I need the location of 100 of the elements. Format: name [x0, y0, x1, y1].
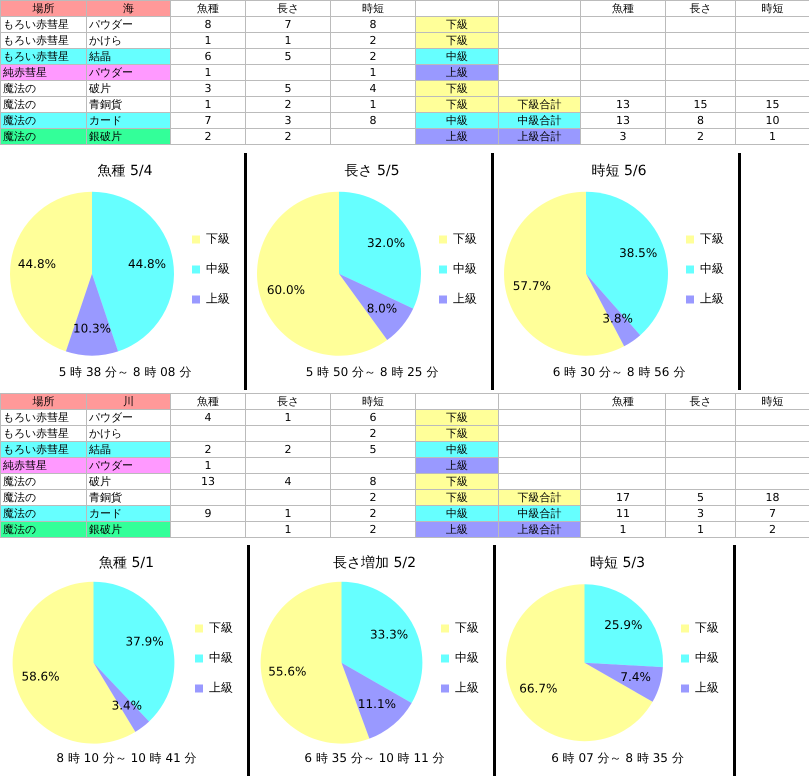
legend-label: 中級: [700, 262, 724, 276]
text: 魔法の: [3, 507, 36, 520]
data-label: 66.7%: [519, 682, 558, 696]
text: 5 時 50 分～ 8 時 25 分: [306, 364, 438, 379]
text: 上級合計: [518, 130, 562, 143]
legend-label: 上級: [206, 292, 230, 306]
data-label: 32.0%: [367, 236, 406, 250]
text: パウダー: [89, 18, 133, 31]
text: 結晶: [89, 50, 111, 63]
category-label: 場所: [0, 394, 86, 410]
text: 8 時 10 分～ 10 時 41 分: [56, 750, 197, 765]
text: カード: [89, 114, 122, 127]
text: 4: [370, 82, 376, 95]
category-label: 魚種: [580, 394, 666, 410]
data-label: 3.8%: [602, 312, 633, 326]
text: 2: [370, 491, 376, 504]
text: 下級: [446, 34, 468, 47]
text: 3: [204, 82, 212, 95]
legend-label: 中級: [455, 650, 479, 665]
legend-label: 中級: [695, 650, 719, 665]
text: 青銅貨: [89, 491, 122, 504]
text: 3: [620, 130, 626, 143]
text: 5: [284, 82, 292, 95]
legend-label: 下級: [209, 620, 233, 635]
text: 2: [284, 98, 292, 111]
legend-label: 上級: [453, 292, 477, 306]
chart-title: 長さ 5/5: [344, 163, 400, 180]
text: 下級: [446, 98, 468, 111]
text: 11: [616, 507, 630, 520]
text: 下級: [446, 491, 468, 504]
text: 下級: [446, 427, 468, 440]
text: もろい赤彗星: [3, 50, 69, 63]
text: 13: [616, 98, 630, 111]
text: 2: [769, 523, 776, 536]
text: 9: [204, 507, 212, 520]
text: 銀破片: [89, 130, 122, 143]
text: 13: [201, 475, 215, 488]
category-label: 海: [86, 0, 170, 16]
text: 魔法の: [3, 82, 36, 95]
legend-label: 中級: [209, 650, 233, 665]
category-label: 長さ: [246, 0, 330, 16]
text: 下級合計: [518, 98, 562, 111]
text: 破片: [89, 82, 111, 95]
legend-label: 下級: [700, 232, 724, 246]
text: 2: [370, 523, 376, 536]
text: 6 時 30 分～ 8 時 56 分: [552, 364, 686, 379]
legend-label: 中級: [453, 262, 477, 276]
text: もろい赤彗星: [3, 18, 69, 31]
text: 3: [284, 114, 292, 127]
legend-label: 上級: [700, 292, 724, 306]
text: パウダー: [89, 459, 133, 472]
text: 1: [284, 507, 292, 520]
data-label: 7.4%: [620, 670, 651, 684]
text: 下級: [446, 411, 468, 424]
text: 上級: [446, 459, 468, 472]
text: 中級: [446, 50, 468, 63]
data-label: 25.9%: [604, 618, 642, 632]
text: カード: [89, 507, 122, 520]
text: 6 時 07 分～ 8 時 35 分: [551, 750, 684, 765]
text: 中級: [446, 507, 468, 520]
category-label: 場所: [0, 0, 86, 16]
text: 2: [697, 130, 704, 143]
text: 上級合計: [518, 523, 562, 536]
text: 3: [697, 507, 704, 520]
data-label: 60.0%: [266, 283, 306, 298]
text: 1: [697, 523, 704, 536]
text: 魔法の: [3, 523, 36, 536]
text: 18: [766, 491, 780, 504]
text: 1: [284, 523, 292, 536]
text: 下級: [446, 18, 468, 31]
text: 2: [370, 50, 376, 63]
text: かけら: [89, 34, 122, 47]
text: 2: [370, 427, 376, 440]
text: 1: [204, 98, 212, 111]
chart-title: 魚種 5/4: [98, 163, 153, 180]
text: 5 時 38 分～ 8 時 08 分: [58, 364, 192, 379]
category-label: 時短: [330, 0, 416, 16]
text: 1: [204, 459, 212, 472]
text: 4: [204, 411, 212, 424]
text: 破片: [89, 475, 111, 488]
data-label: 11.1%: [358, 696, 396, 711]
text: 7: [769, 507, 776, 520]
text: もろい赤彗星: [3, 411, 69, 424]
data-label: 44.8%: [128, 256, 166, 271]
text: 純赤彗星: [3, 459, 47, 472]
text: 8: [697, 114, 704, 127]
legend-label: 下級: [455, 620, 479, 635]
legend-label: 上級: [455, 680, 479, 695]
text: 中級合計: [518, 114, 562, 127]
data-label: 3.4%: [112, 698, 142, 713]
text: 純赤彗星: [3, 66, 47, 79]
category-label: 川: [86, 394, 170, 410]
category-label: 魚種: [170, 394, 246, 410]
legend-label: 下級: [206, 232, 230, 246]
data-label: 8.0%: [366, 301, 398, 316]
chart-title: 時短 5/3: [590, 555, 645, 572]
category-label: 長さ: [246, 394, 330, 410]
text: 1: [370, 66, 376, 79]
text: 1: [769, 130, 776, 143]
text: 魔法の: [3, 114, 36, 127]
